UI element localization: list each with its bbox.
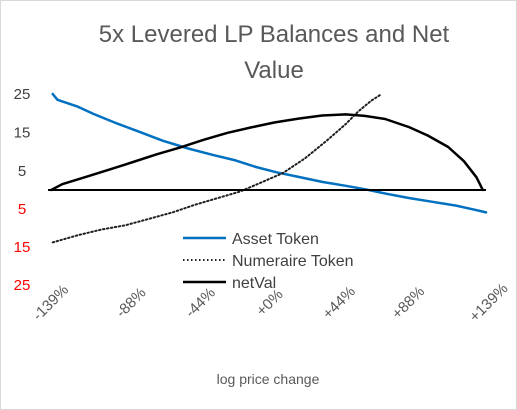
x-tick-label: -88%: [113, 284, 150, 321]
y-tick-label: 15: [14, 239, 31, 256]
y-tick-label: 15: [14, 124, 31, 141]
chart-title-line-1: 5x Levered LP Balances and Net: [99, 21, 450, 48]
y-tick-label: 5: [18, 201, 26, 218]
legend-label-numeraire-token: Numeraire Token: [232, 253, 354, 270]
series-line-asset-token: [51, 92, 488, 214]
x-tick-label: -44%: [182, 284, 219, 321]
chart-title-line-2: Value: [244, 57, 304, 84]
y-tick-label: 25: [14, 277, 31, 294]
series-line-numeraire-token: [51, 93, 382, 244]
x-tick-label: +44%: [319, 283, 358, 322]
x-axis-label: log price change: [217, 371, 320, 387]
y-tick-label: 5: [18, 163, 26, 180]
legend-label-netval: netVal: [232, 275, 276, 292]
x-tick-label: +88%: [389, 283, 428, 322]
legend-label-asset-token: Asset Token: [232, 231, 319, 248]
x-tick-label: -139%: [29, 281, 72, 324]
series-line-netval: [49, 113, 485, 192]
x-tick-label: +139%: [466, 280, 511, 325]
y-tick-label: 25: [14, 86, 31, 103]
